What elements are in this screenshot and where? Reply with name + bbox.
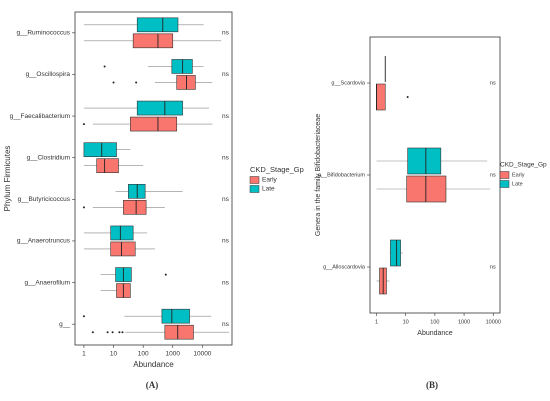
outlier — [82, 123, 85, 126]
outlier — [103, 65, 106, 68]
x-tick-label: 100 — [138, 351, 149, 358]
box — [161, 308, 190, 324]
legend-label: Late — [262, 186, 275, 193]
x-tick-label: 1 — [82, 351, 86, 358]
outlier — [106, 331, 109, 334]
x-tick-label: 10 — [403, 319, 409, 325]
x-axis-label: Abundance — [417, 330, 453, 337]
box — [110, 241, 136, 257]
x-tick-label: 10 — [110, 351, 118, 358]
significance: ns — [490, 80, 496, 86]
outlier — [121, 331, 124, 334]
outlier — [135, 81, 138, 84]
y-tick-label: g__Oscillospira — [26, 71, 71, 78]
x-tick-label: 10000 — [193, 351, 211, 358]
legend-label: Late — [512, 181, 523, 187]
x-tick-label: 1000 — [458, 319, 470, 325]
box — [136, 17, 179, 33]
y-tick-label: g__Clostridium — [27, 154, 70, 161]
box — [132, 33, 174, 49]
y-tick-label: g__Butyricicoccus — [18, 196, 71, 203]
significance: ns — [222, 30, 230, 37]
legend-label: Early — [262, 177, 278, 184]
outlier — [82, 206, 85, 209]
x-tick-label: 1 — [375, 319, 378, 325]
outlier — [406, 96, 409, 98]
outlier — [112, 81, 115, 84]
significance: ns — [222, 196, 230, 203]
significance: ns — [222, 71, 230, 78]
y-tick-label: g__Alloscardovia — [323, 264, 366, 270]
legend-swatch — [249, 176, 260, 184]
significance: ns — [490, 172, 496, 178]
significance: ns — [222, 321, 230, 328]
box — [110, 225, 134, 241]
box — [83, 142, 117, 157]
x-tick-label: 1000 — [166, 351, 181, 358]
y-tick-label: g__Faecalibacterium — [10, 113, 70, 120]
box — [136, 100, 183, 116]
outlier — [118, 331, 121, 334]
y-tick-label: g__ — [59, 321, 70, 328]
significance: ns — [222, 113, 230, 120]
significance: ns — [222, 238, 230, 245]
box — [130, 116, 178, 132]
outlier — [111, 331, 114, 334]
x-tick-label: 100 — [430, 319, 439, 325]
y-tick-label: g__Ruminococcus — [17, 30, 71, 37]
legend-swatch — [249, 185, 260, 193]
box — [171, 59, 193, 74]
plot-frame — [369, 36, 501, 314]
box — [128, 184, 146, 199]
significance: ns — [490, 264, 496, 270]
box — [390, 239, 401, 267]
panel-label: (B) — [426, 380, 438, 390]
x-tick-label: 10000 — [486, 319, 501, 325]
box — [406, 175, 447, 203]
y-axis-label: Phylum Firmicutes — [3, 146, 12, 212]
box — [407, 147, 442, 175]
box — [376, 83, 386, 111]
significance: ns — [222, 154, 230, 161]
legend-label: Early — [512, 172, 525, 178]
legend-title: CKD_Stage_Gp — [500, 162, 547, 169]
box — [164, 324, 194, 340]
panel-label: (A) — [146, 380, 159, 390]
legend-swatch — [499, 180, 510, 188]
x-axis-label: Abundance — [133, 360, 174, 369]
y-tick-label: g__Anaerofilum — [24, 279, 70, 286]
outlier — [164, 273, 167, 276]
box — [123, 200, 147, 215]
y-tick-label: g__Anaerotruncus — [17, 238, 71, 245]
legend-swatch — [499, 171, 510, 179]
plot-frame — [74, 11, 233, 346]
outlier — [91, 331, 94, 334]
legend-title: CKD_Stage_Gp — [250, 165, 304, 174]
outlier — [82, 315, 85, 318]
y-tick-label: g__Scardovia — [331, 80, 366, 86]
box — [96, 158, 119, 173]
significance: ns — [222, 279, 230, 286]
y-axis-label: Genera in the family Bifidobacteriaceae — [315, 114, 322, 236]
y-tick-label: g__Bifidobacterium — [318, 172, 366, 178]
